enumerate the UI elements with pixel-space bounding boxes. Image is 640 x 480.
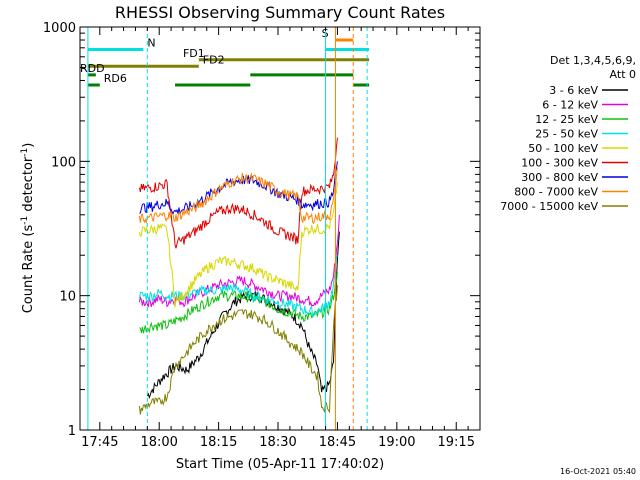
y-axis-label: Count Rate (s-1 detector-1) xyxy=(20,143,36,314)
x-tick-label: 18:45 xyxy=(319,435,356,450)
series-line xyxy=(139,161,338,216)
y-tick-label: 1 xyxy=(68,424,76,439)
chart-title: RHESSI Observing Summary Count Rates xyxy=(115,3,445,22)
legend-entry: 25 - 50 keV xyxy=(535,128,598,141)
y-tick-label: 100 xyxy=(51,155,76,170)
flag-label: N xyxy=(147,36,155,49)
series-line xyxy=(138,255,338,318)
legend-entry: 3 - 6 keV xyxy=(549,84,598,97)
y-axis-label-end: ) xyxy=(21,143,36,148)
x-tick-label: 19:00 xyxy=(378,435,415,450)
x-axis-label: Start Time (05-Apr-11 17:40:02) xyxy=(176,457,384,472)
footer-timestamp: 16-Oct-2021 05:40 xyxy=(560,467,636,476)
series-line xyxy=(138,214,340,308)
y-axis-label-main: Count Rate (s xyxy=(21,225,36,314)
plot-frame xyxy=(79,26,481,431)
x-axis-ticks: 17:45 18:00 18:15 18:30 18:45 19:00 19:15 xyxy=(81,27,475,450)
series-line xyxy=(138,284,338,415)
series-line xyxy=(138,167,338,225)
legend-entry: 12 - 25 keV xyxy=(535,113,598,126)
series-lines xyxy=(138,137,340,415)
vertical-markers xyxy=(87,27,368,430)
legend-header-line2: Att 0 xyxy=(610,68,636,81)
flag-bars: NSFD1FD2RDDRD6 xyxy=(80,27,370,87)
x-tick-label: 18:00 xyxy=(140,435,177,450)
legend-header-line1: Det 1,3,4,5,6,9, xyxy=(550,54,636,67)
series-line xyxy=(139,271,338,334)
series-line xyxy=(138,182,338,308)
legend-entry: 50 - 100 keV xyxy=(528,142,598,155)
y-axis-label-sup1: -1 xyxy=(20,216,30,225)
y-axis-label-sup2: -1 xyxy=(20,148,30,157)
y-tick-label: 10 xyxy=(59,290,76,305)
legend-entry: 300 - 800 keV xyxy=(521,171,598,184)
y-axis-label-mid: detector xyxy=(21,156,36,216)
flag-label: FD2 xyxy=(203,53,225,66)
legend-entry: 100 - 300 keV xyxy=(521,157,598,170)
legend-entry: 800 - 7000 keV xyxy=(514,186,598,199)
flag-label: RDD xyxy=(80,62,105,75)
y-axis-ticks: 1 10 100 1000 xyxy=(43,21,480,439)
series-line xyxy=(138,137,338,249)
x-tick-label: 17:45 xyxy=(81,435,118,450)
legend-entry: 6 - 12 keV xyxy=(542,99,598,112)
y-tick-label: 1000 xyxy=(43,21,76,36)
x-tick-label: 18:30 xyxy=(259,435,296,450)
x-tick-label: 18:15 xyxy=(200,435,237,450)
flag-label: RD6 xyxy=(104,72,127,85)
series-line xyxy=(146,231,340,400)
x-tick-label: 19:15 xyxy=(438,435,475,450)
flag-label: FD1 xyxy=(183,47,205,60)
legend-entry: 7000 - 15000 keV xyxy=(500,200,598,213)
